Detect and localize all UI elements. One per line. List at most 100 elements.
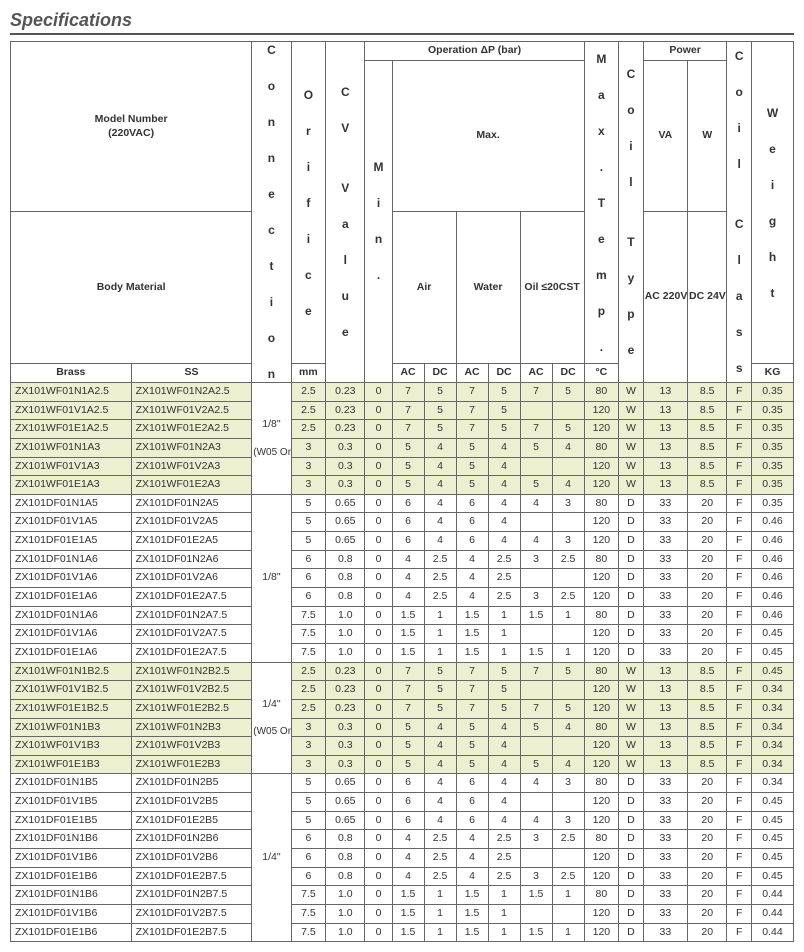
cell: 0.8 xyxy=(326,569,365,588)
cell: ZX101DF01N1B6 xyxy=(11,830,132,849)
cell: 120 xyxy=(584,849,618,868)
cell: 33 xyxy=(643,923,687,942)
cell: 0 xyxy=(365,718,392,737)
cell: 2.5 xyxy=(552,550,584,569)
cell: 0 xyxy=(365,569,392,588)
cell: 4 xyxy=(424,755,456,774)
cell: 7 xyxy=(456,383,488,402)
conn-cell: 1/8"(W05 Only) xyxy=(252,383,291,495)
cell: 4 xyxy=(392,569,424,588)
cell: 80 xyxy=(584,494,618,513)
cell: 5 xyxy=(291,793,325,812)
cell: 0.3 xyxy=(326,457,365,476)
cell: 0.65 xyxy=(326,793,365,812)
h-water: Water xyxy=(456,212,520,364)
cell: 2.5 xyxy=(424,588,456,607)
cell: ZX101DF01N1A6 xyxy=(11,606,132,625)
cell: W xyxy=(619,737,644,756)
cell: 2.5 xyxy=(488,830,520,849)
cell: 33 xyxy=(643,643,687,662)
cell: 4 xyxy=(456,550,488,569)
cell: 13 xyxy=(643,420,687,439)
cell: 33 xyxy=(643,830,687,849)
cell: 0.44 xyxy=(752,923,794,942)
cell: 3 xyxy=(552,494,584,513)
cell xyxy=(552,625,584,644)
cell: 0.46 xyxy=(752,588,794,607)
cell: 0.35 xyxy=(752,457,794,476)
cell: 2.5 xyxy=(291,662,325,681)
cell: ZX101DF01V2A5 xyxy=(131,513,252,532)
cell: 33 xyxy=(643,606,687,625)
cell: ZX101WF01E1B3 xyxy=(11,755,132,774)
cell: 2.5 xyxy=(424,569,456,588)
cell: 4 xyxy=(520,811,552,830)
cell: 0 xyxy=(365,513,392,532)
cell: 5 xyxy=(456,737,488,756)
cell: 4 xyxy=(488,793,520,812)
cell: 0 xyxy=(365,532,392,551)
cell: 0.44 xyxy=(752,904,794,923)
cell: 0 xyxy=(365,494,392,513)
cell: 0.65 xyxy=(326,811,365,830)
cell: 6 xyxy=(456,532,488,551)
cell: 0.23 xyxy=(326,420,365,439)
cell: 1.0 xyxy=(326,886,365,905)
cell: W xyxy=(619,401,644,420)
cell: ZX101DF01N2B7.5 xyxy=(131,886,252,905)
table-row: ZX101WF01V1A2.5ZX101WF01V2A2.52.50.23075… xyxy=(11,401,794,420)
cell: 4 xyxy=(488,737,520,756)
cell: 3 xyxy=(552,811,584,830)
cell: 0.23 xyxy=(326,401,365,420)
cell: 3 xyxy=(291,718,325,737)
table-row: ZX101DF01N1A6ZX101DF01N2A660.8042.542.53… xyxy=(11,550,794,569)
cell: ZX101DF01E1A6 xyxy=(11,643,132,662)
h-oac: AC xyxy=(520,364,552,383)
cell: 33 xyxy=(643,867,687,886)
cell: 6 xyxy=(392,532,424,551)
cell: 20 xyxy=(688,643,727,662)
cell: ZX101DF01N2B5 xyxy=(131,774,252,793)
cell: 80 xyxy=(584,438,618,457)
cell: 0.3 xyxy=(326,438,365,457)
cell: 5 xyxy=(291,513,325,532)
cell: ZX101DF01E1A6 xyxy=(11,588,132,607)
cell: 4 xyxy=(520,532,552,551)
cell: 1.5 xyxy=(520,886,552,905)
cell: 120 xyxy=(584,513,618,532)
cell: 1 xyxy=(424,904,456,923)
cell: 1 xyxy=(488,923,520,942)
cell: 6 xyxy=(456,513,488,532)
cell: 1.5 xyxy=(392,643,424,662)
cell: F xyxy=(727,550,752,569)
cell: ZX101DF01V1A6 xyxy=(11,569,132,588)
cell: 120 xyxy=(584,793,618,812)
cell: 13 xyxy=(643,438,687,457)
cell: 3 xyxy=(291,457,325,476)
cell: 1 xyxy=(552,643,584,662)
cell: 1.0 xyxy=(326,904,365,923)
cell: ZX101DF01E1B5 xyxy=(11,811,132,830)
table-row: ZX101DF01E1B6ZX101DF01E2B7.560.8042.542.… xyxy=(11,867,794,886)
cell: 5 xyxy=(520,438,552,457)
cell: 33 xyxy=(643,886,687,905)
h-max: Max. xyxy=(392,60,584,212)
cell: 1 xyxy=(552,606,584,625)
cell: 5 xyxy=(456,438,488,457)
cell: 1.0 xyxy=(326,923,365,942)
cell: 8.5 xyxy=(688,420,727,439)
cell: 2.5 xyxy=(291,699,325,718)
cell: 4 xyxy=(488,718,520,737)
cell: 0.23 xyxy=(326,662,365,681)
cell xyxy=(520,904,552,923)
cell: 4 xyxy=(488,513,520,532)
cell: 1.5 xyxy=(456,923,488,942)
cell: 0.35 xyxy=(752,476,794,495)
cell: 8.5 xyxy=(688,755,727,774)
cell: 6 xyxy=(456,494,488,513)
cell: 5 xyxy=(291,811,325,830)
cell: ZX101DF01V1A6 xyxy=(11,625,132,644)
cell: 1 xyxy=(424,625,456,644)
cell: 8.5 xyxy=(688,457,727,476)
cell: 0.45 xyxy=(752,662,794,681)
